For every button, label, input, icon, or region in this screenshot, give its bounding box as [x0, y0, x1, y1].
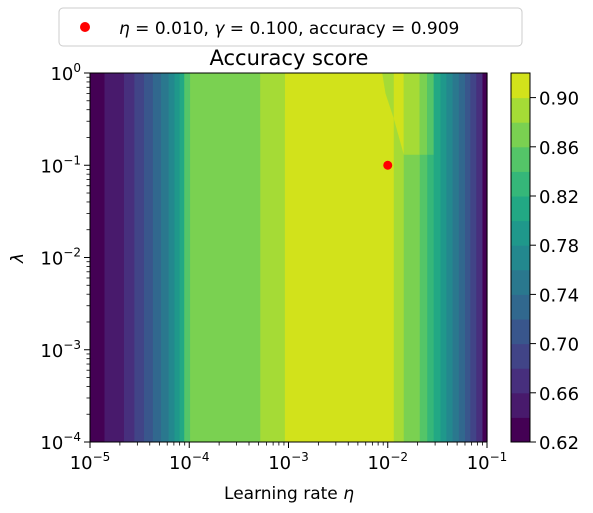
contour-band: [393, 73, 405, 442]
contour-band: [440, 73, 448, 442]
legend-marker: [80, 22, 90, 32]
contour-band: [184, 73, 191, 442]
contour-region: [427, 73, 434, 155]
y-tick-label: 10−2: [40, 246, 81, 270]
plot-area: [89, 72, 488, 443]
colorbar-segment: [511, 245, 530, 271]
contour-band: [458, 73, 466, 442]
contour-band: [161, 73, 170, 442]
y-tick-label: 10−3: [40, 338, 81, 362]
contour-band: [403, 73, 421, 442]
contour-band: [104, 73, 125, 442]
colorbar-segment: [511, 417, 530, 443]
best-point-marker: [383, 160, 393, 170]
contour-band: [260, 73, 286, 442]
contour-band: [446, 73, 454, 442]
y-tick-label: 10−4: [40, 430, 81, 454]
contour-band: [174, 73, 181, 442]
contour-band: [419, 73, 428, 442]
y-tick-label: 10−1: [40, 153, 81, 177]
chart-title: Accuracy score: [210, 46, 369, 70]
colorbar-segment: [511, 220, 530, 246]
x-tick-label: 10−4: [169, 450, 210, 474]
colorbar-tick-label: 0.90: [539, 89, 579, 110]
x-tick-label: 10−3: [268, 450, 309, 474]
colorbar-segment: [511, 171, 530, 197]
colorbar-segment: [511, 294, 530, 320]
contour-region: [393, 73, 404, 155]
contour-band: [452, 73, 460, 442]
contour-band: [90, 73, 106, 442]
colorbar-tick-label: 0.82: [539, 187, 579, 208]
contour-band: [476, 73, 484, 442]
contour-fills: [90, 73, 488, 442]
x-tick-label: 10−5: [70, 450, 111, 474]
contour-band: [464, 73, 471, 442]
colorbar-segment: [511, 319, 530, 345]
contour-band: [143, 73, 154, 442]
contour-band: [134, 73, 145, 442]
colorbar-segment: [511, 73, 530, 99]
contour-region: [382, 73, 394, 119]
contour-region: [403, 73, 420, 155]
y-axis-label: λ: [8, 253, 28, 264]
colorbar-tick-label: 0.86: [539, 138, 579, 159]
colorbar-tick-label: 0.66: [539, 384, 579, 405]
colorbar-tick-label: 0.78: [539, 236, 579, 257]
contour-band: [470, 73, 477, 442]
contour-band: [190, 73, 261, 442]
colorbar-tick-label: 0.62: [539, 433, 579, 454]
y-axis: 10−4 10−3 10−2 10−1 100: [40, 61, 90, 454]
contour-band: [427, 73, 435, 442]
contour-band: [152, 73, 162, 442]
markers: [383, 160, 393, 170]
colorbar-segment: [511, 122, 530, 148]
colorbar: 0.62 0.66 0.70 0.74 0.78 0.82 0.86 0.90: [510, 72, 579, 454]
legend-label: η = 0.010, γ = 0.100, accuracy = 0.909: [119, 19, 459, 39]
y-tick-label: 100: [50, 61, 81, 85]
contour-band: [123, 73, 135, 442]
colorbar-segment: [511, 146, 530, 172]
colorbar-segment: [511, 368, 530, 394]
contour-band: [482, 73, 488, 442]
contour-band: [179, 73, 185, 442]
contour-region: [419, 73, 428, 155]
colorbar-segment: [511, 269, 530, 295]
x-tick-label: 10−1: [467, 450, 508, 474]
colorbar-frame: [510, 72, 531, 443]
colorbar-tick-label: 0.70: [539, 335, 579, 356]
colorbar-segment: [511, 392, 530, 418]
legend: η = 0.010, γ = 0.100, accuracy = 0.909: [58, 7, 523, 47]
x-tick-label: 10−2: [367, 450, 408, 474]
colorbar-segment: [511, 343, 530, 369]
contour-band: [433, 73, 442, 442]
x-axis: 10−5 10−4 10−3 10−2 10−1: [70, 442, 508, 474]
contour-band: [168, 73, 176, 442]
colorbar-tick-label: 0.74: [539, 285, 579, 306]
colorbar-segment: [511, 97, 530, 123]
x-axis-label: Learning rate η: [224, 484, 354, 504]
colorbar-segment: [511, 196, 530, 222]
contour-band: [284, 73, 395, 442]
contour-region: [260, 73, 285, 129]
